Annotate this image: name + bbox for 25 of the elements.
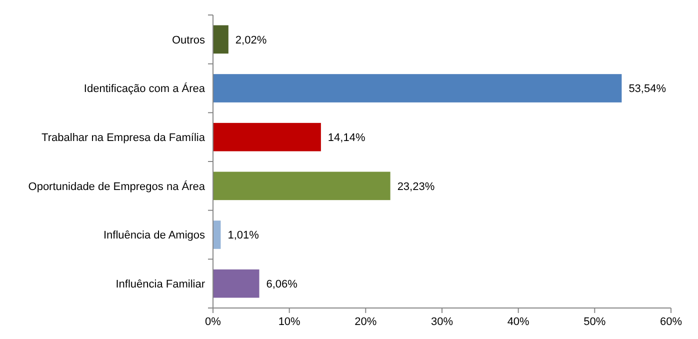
bar xyxy=(213,122,321,152)
y-tick-label: Oportunidade de Empregos na Área xyxy=(28,180,206,193)
x-tick-label: 60% xyxy=(660,316,682,328)
y-tick-label: Outros xyxy=(172,34,206,46)
bar xyxy=(213,269,260,298)
x-tick-label: 0% xyxy=(205,316,222,328)
y-tick-label: Identificação com a Área xyxy=(84,82,206,96)
x-tick-label: 30% xyxy=(430,316,454,328)
y-tick-label: Influência de Amigos xyxy=(103,230,206,242)
bar xyxy=(213,74,622,102)
data-label: 2,02% xyxy=(235,34,267,46)
data-label: 23,23% xyxy=(397,180,435,193)
x-tick-label: 50% xyxy=(584,316,606,328)
data-label: 14,14% xyxy=(328,132,366,144)
bar xyxy=(213,25,228,54)
y-tick-label: Influência Familiar xyxy=(116,278,206,290)
data-label: 53,54% xyxy=(628,83,666,96)
data-label: 6,06% xyxy=(266,278,298,290)
y-tick-label: Trabalhar na Empresa da Família xyxy=(42,132,206,144)
bar xyxy=(213,172,390,200)
bar xyxy=(213,220,221,249)
data-label: 1,01% xyxy=(228,230,260,242)
x-tick-label: 20% xyxy=(354,316,377,328)
x-tick-label: 10% xyxy=(278,316,301,328)
x-tick-label: 40% xyxy=(507,316,530,328)
